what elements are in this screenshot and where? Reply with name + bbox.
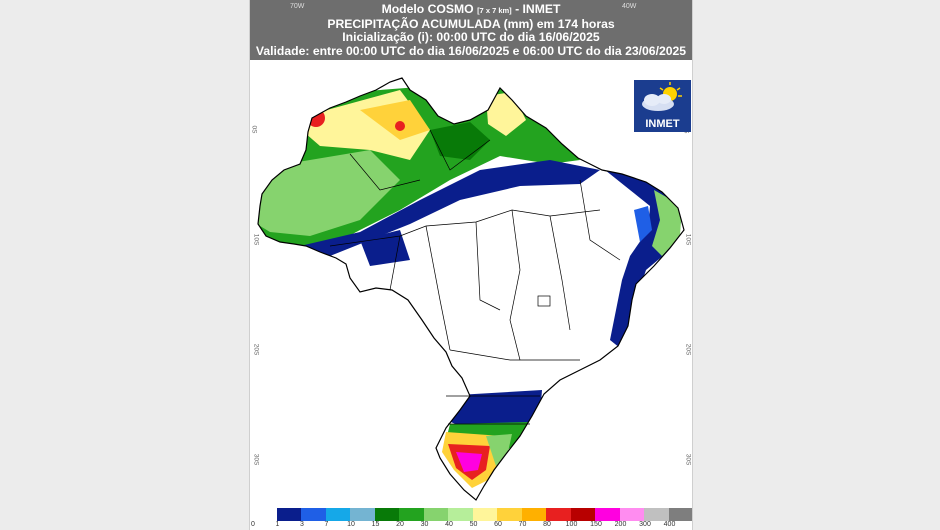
map-frame: 70W 40W Modelo COSMO [7 x 7 km] - INMET … [249, 0, 693, 530]
lat-tick: 30S [684, 453, 692, 466]
lat-tick: 30S [252, 453, 260, 466]
legend-swatch [644, 508, 669, 521]
lat-tick: 0S [250, 125, 258, 134]
legend-label: 200 [614, 521, 627, 528]
lat-tick: 10S [684, 233, 692, 246]
legend-label: 7 [324, 521, 329, 528]
legend-swatch [301, 508, 326, 521]
legend-label: 60 [494, 521, 502, 528]
lat-tick: 20S [684, 343, 692, 356]
legend-swatch [325, 508, 350, 521]
brazil-map-svg [257, 77, 685, 501]
legend-swatch [546, 508, 571, 521]
state-borders [329, 129, 621, 425]
legend-label: 300 [639, 521, 651, 528]
legend-label: 15 [371, 521, 380, 528]
lon-tick: 70W [290, 3, 305, 10]
precipitation-map: 0S 10S 20S 30S 0S 10S 20S 30S [250, 60, 692, 508]
lat-tick: 10S [252, 233, 260, 246]
model-name: Modelo COSMO [381, 2, 474, 16]
legend-label: 1 [275, 521, 280, 528]
legend-label: 150 [590, 521, 602, 528]
map-header: 70W 40W Modelo COSMO [7 x 7 km] - INMET … [250, 0, 692, 60]
legend-label: 100 [565, 521, 578, 528]
legend-label: 3 [300, 521, 304, 528]
legend-label: 50 [469, 521, 478, 528]
legend-swatch [521, 508, 546, 521]
legend-label: 40 [445, 521, 453, 528]
legend-label: 400 [663, 521, 676, 528]
legend-label: 0 [251, 521, 255, 528]
legend-swatch [448, 508, 473, 521]
inmet-logo: INMET [634, 80, 691, 132]
legend-swatch [570, 508, 595, 521]
legend-swatch [668, 508, 692, 521]
legend-label: 10 [347, 521, 355, 528]
grid-resolution: [7 x 7 km] [477, 6, 512, 15]
init-line: Inicialização (i): 00:00 UTC do dia 16/0… [342, 30, 600, 45]
agency-name: - INMET [515, 2, 561, 16]
legend-swatch [423, 508, 448, 521]
legend-swatch [276, 508, 301, 521]
lon-tick: 40W [622, 3, 637, 10]
legend-swatch [619, 508, 644, 521]
legend-swatch [472, 508, 497, 521]
legend-label: 30 [420, 521, 429, 528]
sun-cloud-icon [642, 82, 682, 111]
legend-swatch [350, 508, 375, 521]
validity-line: Validade: entre 00:00 UTC do dia 16/06/2… [255, 43, 687, 58]
legend-swatch [595, 508, 620, 521]
precip-field [258, 78, 684, 500]
lat-tick: 20S [252, 343, 260, 356]
color-legend: 0 1 3 7 10 15 20 30 40 50 60 70 80 100 150 200 300 400 [250, 508, 692, 530]
legend-swatch [399, 508, 424, 521]
legend-label: 70 [518, 521, 527, 528]
legend-label: 80 [543, 521, 551, 528]
title-line-1: Modelo COSMO [7 x 7 km] - INMET [250, 2, 692, 18]
legend-label: 20 [396, 521, 404, 528]
title-line-2: PRECIPITAÇÃO ACUMULADA (mm) em 174 horas [327, 16, 615, 31]
legend-swatch [374, 508, 399, 521]
logo-text: INMET [645, 118, 680, 130]
legend-swatch [497, 508, 522, 521]
